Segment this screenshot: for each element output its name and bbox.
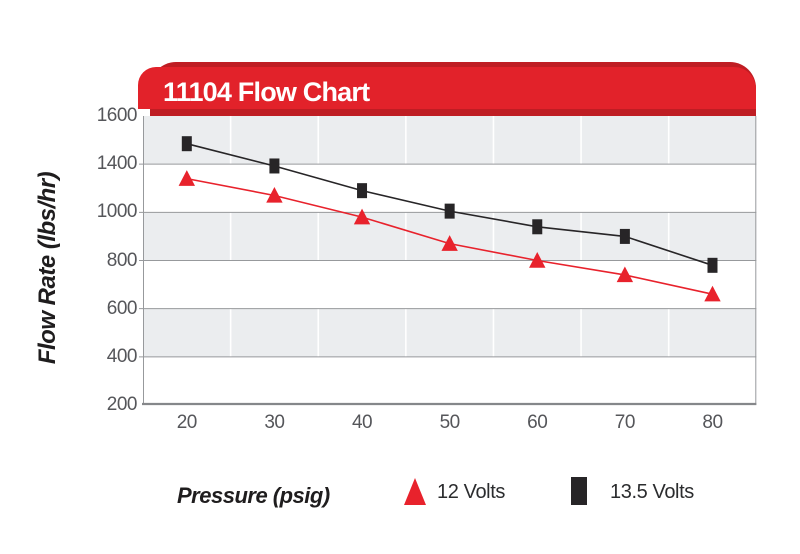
x-tick-label: 20	[176, 412, 198, 433]
x-tick-label: 70	[614, 412, 636, 433]
chart-title: 11104 Flow Chart	[163, 77, 370, 107]
legend-label-13-5-volts: 13.5 Volts	[610, 481, 694, 503]
data-point-square	[269, 158, 280, 174]
data-point-triangle	[353, 208, 371, 225]
y-tick-label: 600	[106, 297, 138, 319]
x-tick-label: 60	[527, 412, 548, 433]
data-point-triangle	[529, 252, 546, 268]
y-tick-label: 1400	[96, 153, 138, 175]
x-tick-label: 30	[264, 412, 285, 433]
data-point-triangle	[704, 285, 721, 302]
data-point-square	[181, 136, 192, 152]
x-axis-title: Pressure (psig)	[177, 483, 330, 508]
data-point-square	[619, 228, 630, 244]
data-point-square	[444, 203, 455, 219]
legend-triangle-icon	[404, 478, 426, 505]
data-point-triangle	[266, 186, 283, 203]
legend-square-icon	[571, 477, 587, 505]
y-tick-label: 200	[106, 394, 138, 415]
data-point-square	[357, 183, 368, 199]
x-tick-label: 80	[702, 412, 723, 433]
y-tick-label: 1600	[96, 105, 138, 126]
data-point-square	[707, 257, 718, 273]
x-tick-label: 40	[351, 412, 373, 433]
header-banner	[138, 67, 756, 109]
data-point-triangle	[178, 170, 196, 186]
x-tick-label: 50	[439, 412, 461, 433]
grid-band	[143, 116, 757, 165]
data-point-triangle	[441, 235, 458, 251]
grid-band	[143, 356, 757, 405]
data-point-square	[532, 219, 543, 235]
grid-band	[143, 260, 757, 309]
data-point-triangle	[616, 266, 634, 283]
y-tick-label: 400	[106, 345, 138, 367]
grid-band	[143, 308, 757, 357]
y-tick-label: 800	[106, 249, 138, 271]
legend-label-12-volts: 12 Volts	[437, 481, 505, 503]
plot-area	[139, 116, 757, 406]
y-tick-label: 1000	[96, 201, 138, 223]
